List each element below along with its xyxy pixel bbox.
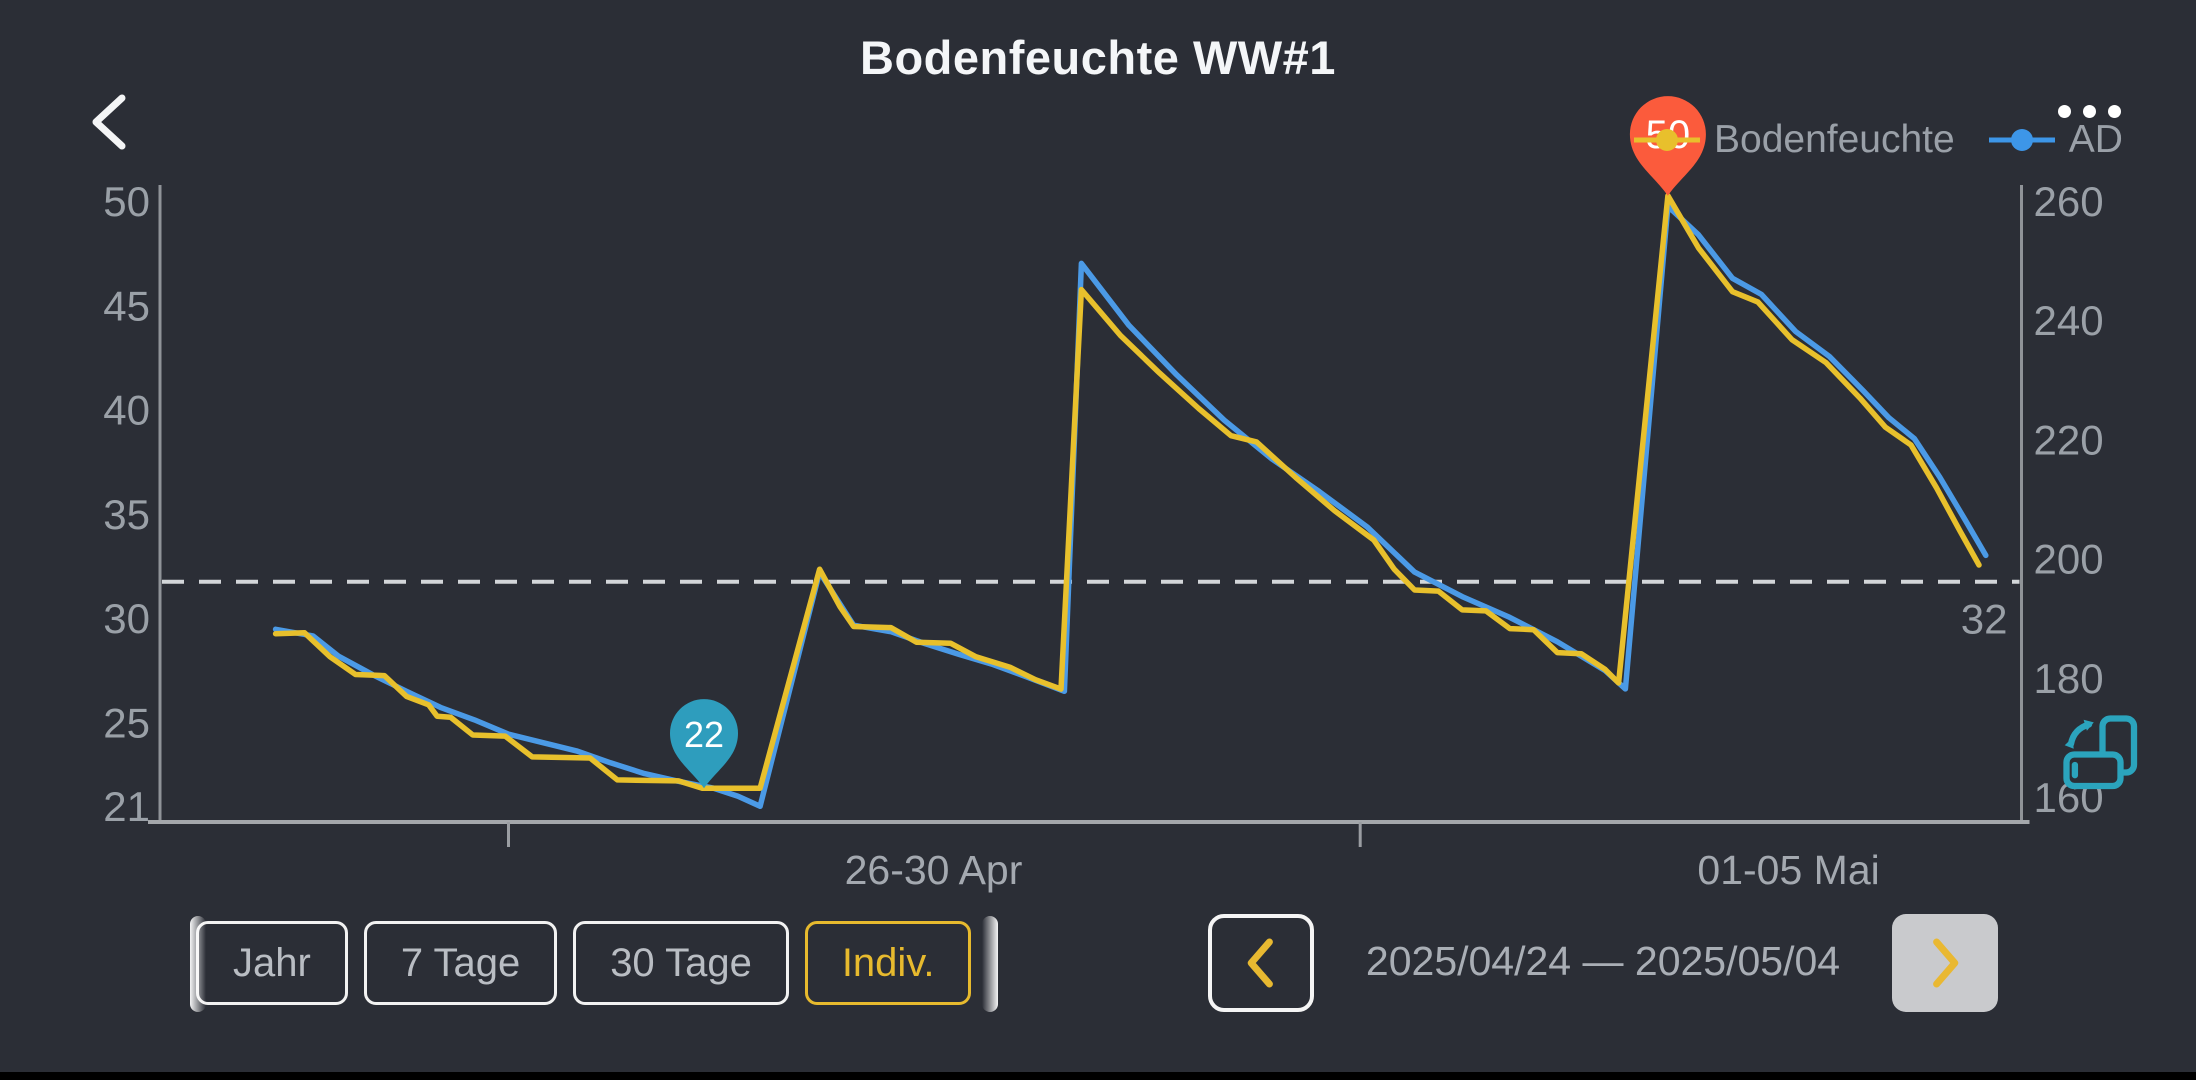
menu-button[interactable]: [2034, 86, 2144, 136]
series-line-bodenfeuchte[interactable]: [272, 192, 1982, 791]
x-axis-label: 01-05 Mai: [1697, 847, 1879, 893]
left-axis-tick-label: 40: [103, 387, 150, 434]
chart-legend: Bodenfeuchte AD: [1630, 118, 2123, 162]
range-button-indiv-[interactable]: Indiv.: [804, 921, 972, 1005]
right-axis-tick-label: 260: [2034, 178, 2104, 225]
date-range-label: 2025/04/24 — 2025/05/04: [1365, 938, 1841, 984]
legend-item-ad[interactable]: AD: [1985, 118, 2123, 162]
more-horizontal-icon: [2082, 104, 2096, 118]
series-line-ad[interactable]: [272, 203, 1989, 810]
bottom-inset-bar: [0, 1072, 2196, 1080]
map-pin-marker[interactable]: [670, 699, 738, 789]
chevron-left-icon: [92, 94, 126, 150]
legend-marker-icon: [1634, 129, 1700, 151]
right-axis-tick-label: 200: [2034, 536, 2104, 583]
legend-label: Bodenfeuchte: [1714, 118, 1955, 161]
left-axis-tick-label: 50: [103, 178, 150, 225]
more-horizontal-icon: [2057, 104, 2071, 118]
legend-item-bodenfeuchte[interactable]: Bodenfeuchte: [1630, 118, 1955, 162]
left-axis-tick-label: 21: [103, 783, 150, 830]
pin-value-label: 22: [684, 714, 724, 755]
x-axis-label: 26-30 Apr: [845, 847, 1023, 893]
threshold-label: 32: [1961, 596, 2008, 643]
next-range-button[interactable]: [1892, 914, 1998, 1012]
range-button-group: Jahr 7 Tage 30 Tage Indiv.: [196, 921, 972, 1005]
range-button-7-tage[interactable]: 7 Tage: [363, 921, 558, 1005]
range-button-jahr[interactable]: Jahr: [196, 921, 348, 1005]
right-axis-tick-label: 220: [2034, 416, 2104, 463]
chevron-left-icon: [1247, 938, 1273, 988]
legend-marker-icon: [1988, 129, 2055, 151]
left-axis-tick-label: 30: [103, 595, 150, 642]
chevron-right-icon: [1933, 938, 1959, 988]
back-button[interactable]: [78, 86, 150, 158]
page-title: Bodenfeuchte WW#1: [860, 31, 1336, 84]
left-axis-tick-label: 25: [103, 700, 150, 747]
rotate-device-icon[interactable]: [2056, 708, 2146, 803]
right-axis-tick-label: 240: [2034, 297, 2104, 344]
left-axis-tick-label: 45: [103, 282, 150, 329]
right-axis-tick-label: 180: [2034, 655, 2104, 702]
range-button-30-tage[interactable]: 30 Tage: [573, 921, 789, 1005]
prev-range-button[interactable]: [1208, 914, 1314, 1012]
more-horizontal-icon: [2107, 104, 2121, 118]
left-axis-tick-label: 35: [103, 491, 150, 538]
legend-label: AD: [2068, 118, 2123, 161]
